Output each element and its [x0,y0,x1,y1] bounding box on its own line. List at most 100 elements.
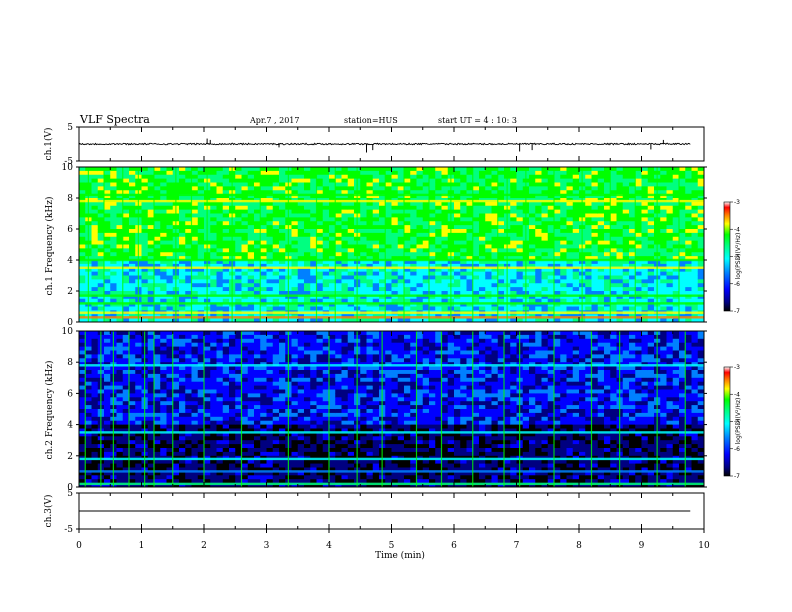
spectrogram-cell [604,167,611,172]
spectrogram-cell [185,252,192,257]
spectrogram-cell [297,170,305,176]
spectrogram-cell [516,252,524,257]
spectrogram-cell [554,252,561,257]
spectrogram-cell [635,225,642,230]
spectrogram-cell [185,260,192,265]
spectrogram-cell [160,440,167,445]
spectrogram-cell [154,205,161,211]
spectrogram-cell [466,294,474,300]
spectrogram-cell [197,463,205,468]
spectrogram-cell [491,236,499,242]
spectrogram-cell [397,279,405,284]
spectrogram-cell [91,283,99,288]
spectrogram-cell [647,318,655,323]
spectrogram-cell [585,217,592,222]
spectrogram-cell [116,209,124,214]
spectrogram-cell [222,283,230,288]
spectrogram-cell [341,252,349,257]
spectrogram-cell [347,267,355,273]
spectrogram-cell [372,178,380,183]
spectrogram-cell [191,331,199,336]
spectrogram-cell [172,483,180,488]
spectrogram-cell [254,213,261,218]
spectrogram-cell [160,432,167,437]
spectrogram-cell [147,260,155,265]
spectrogram-cell [410,201,417,207]
spectrogram-cell [416,267,424,273]
spectrogram-cell [191,381,199,386]
spectrogram-cell [166,174,174,180]
spectrogram-cell [185,358,192,363]
spectrogram-cell [597,232,605,238]
spectrogram-cell [366,287,374,292]
spectrogram-cell [141,283,149,288]
spectrogram-cell [516,236,524,242]
spectrogram-cell [672,240,680,245]
spectrogram-cell [185,209,192,214]
spectrogram-cell [685,287,692,292]
spectrogram-cell [316,232,324,238]
spectrogram-cell [585,291,592,296]
spectrogram-cell [154,370,161,375]
spectrogram-cell [404,217,411,222]
spectrogram-cell [454,201,461,207]
spectrogram-cell [310,229,317,234]
spectrogram-cell [129,190,136,195]
spectrogram-cell [541,294,549,300]
spectrogram-cell [122,260,130,265]
spectrogram-cell [329,306,336,311]
spectrogram-cell [197,236,205,242]
spectrogram-cell [204,451,211,457]
spectrogram-cell [154,260,161,265]
spectrogram-cell [691,217,699,222]
spectrogram-cell [372,318,380,323]
spectrogram-cell [629,209,636,214]
spectrogram-cell [79,459,86,464]
spectrogram-cell [591,174,599,180]
spectrogram-cell [554,240,561,245]
spectrogram-cell [135,354,142,359]
spectrogram-cell [279,306,286,311]
spectrogram-cell [91,236,99,242]
spectrogram-cell [410,260,417,265]
spectrogram-cell [672,182,680,187]
spectrogram-cell [185,318,192,323]
spectrogram-cell [547,232,555,238]
spectrogram-cell [422,225,430,230]
spectrogram-cell [297,178,305,183]
spectrogram-cell [554,275,561,280]
spectrogram-cell [179,373,186,379]
spectrogram-cell [666,213,674,218]
spectrogram-cell [397,283,405,288]
spectrogram-cell [316,267,324,273]
spectrogram-cell [647,209,655,214]
spectrogram-cell [460,186,467,191]
spectrogram-cell [460,170,467,176]
spectrogram-cell [547,260,555,265]
spectrogram-cell [85,459,92,464]
spectrogram-cell [179,302,186,307]
spectrogram-cell [197,346,205,351]
spectrogram-cell [597,225,605,230]
spectrogram-cell [491,186,499,191]
spectrogram-cell [154,252,161,257]
spectrogram-cell [297,205,305,211]
spectrogram-cell [366,260,374,265]
spectrogram-cell [104,252,111,257]
spectrogram-cell [104,405,111,410]
spectrogram-cell [422,252,430,257]
spectrogram-cell [216,178,224,183]
spectrogram-cell [416,256,424,261]
spectrogram-cell [685,209,692,214]
spectrogram-cell [660,209,667,214]
spectrogram-cell [197,194,205,199]
spectrogram-cell [116,420,124,425]
spectrogram-cell [410,302,417,307]
spectrogram-cell [572,291,580,296]
spectrogram-cell [279,240,286,245]
spectrogram-cell [660,263,667,269]
spectrogram-cell [291,232,299,238]
spectrogram-cell [435,306,442,311]
spectrogram-cell [385,302,392,307]
spectrogram-cell [185,416,192,422]
